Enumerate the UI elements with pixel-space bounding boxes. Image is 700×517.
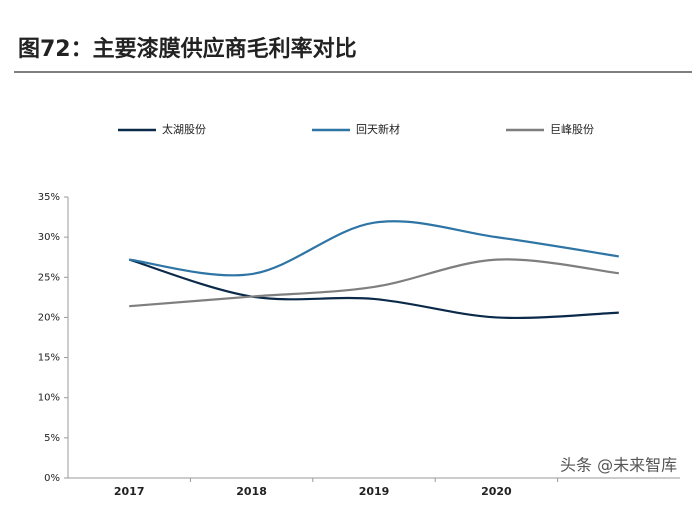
chart-title: 图72：主要漆膜供应商毛利率对比 xyxy=(18,36,357,62)
series-line xyxy=(129,258,619,308)
y-tick-label: 5% xyxy=(44,433,60,444)
legend-label: 回天新材 xyxy=(356,122,400,136)
watermark: 头条 @未来智库 xyxy=(560,456,677,475)
x-tick-label: 2017 xyxy=(114,485,145,498)
x-tick-label: 2018 xyxy=(236,485,267,498)
series-line xyxy=(129,220,619,277)
y-tick-label: 15% xyxy=(38,353,60,364)
y-tick-label: 35% xyxy=(38,192,60,203)
legend-label: 太湖股份 xyxy=(162,123,206,136)
x-tick-label: 2019 xyxy=(359,485,390,498)
y-tick-label: 10% xyxy=(38,393,60,404)
legend-label: 巨峰股份 xyxy=(550,123,594,136)
series-line xyxy=(128,258,619,320)
y-tick-label: 25% xyxy=(38,272,60,283)
y-tick-label: 0% xyxy=(44,473,60,484)
y-tick-label: 30% xyxy=(38,232,60,243)
y-tick-label: 20% xyxy=(38,312,60,323)
x-tick-label: 2020 xyxy=(481,485,512,498)
